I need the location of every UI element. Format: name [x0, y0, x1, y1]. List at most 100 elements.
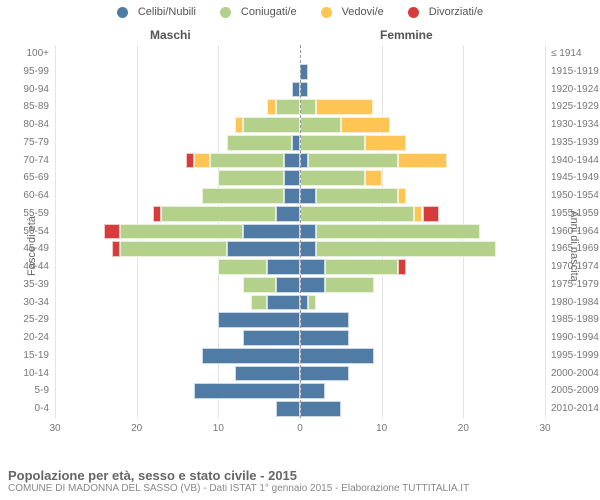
bar-male-d: [186, 153, 194, 169]
birth-label: 1955-1959: [545, 205, 600, 223]
x-tick: 10: [213, 423, 224, 434]
bar-male-s: [243, 224, 300, 240]
x-tick: 30: [49, 423, 60, 434]
bar-female-s: [300, 224, 316, 240]
birth-label: 1960-1964: [545, 223, 600, 241]
bar-male-s: [284, 188, 300, 204]
age-label: 85-89: [1, 98, 55, 116]
bar-female-c: [308, 153, 398, 169]
legend-label: Celibi/Nubili: [138, 6, 196, 18]
bar-male-c: [227, 135, 292, 151]
bar-female-w: [414, 206, 422, 222]
birth-label: 2005-2009: [545, 382, 600, 400]
age-label: 10-14: [1, 365, 55, 383]
age-label: 70-74: [1, 152, 55, 170]
bar-male-c: [218, 170, 283, 186]
footer-sub: COMUNE DI MADONNA DEL SASSO (VB) - Dati …: [8, 483, 469, 494]
bar-male-c: [243, 277, 276, 293]
x-tick: 10: [376, 423, 387, 434]
legend-dot: [321, 7, 332, 18]
bar-female-c: [300, 206, 414, 222]
bar-female-d: [423, 206, 439, 222]
age-label: 40-44: [1, 258, 55, 276]
birth-label: 1945-1949: [545, 169, 600, 187]
birth-label: 1915-1919: [545, 63, 600, 81]
bar-male-s: [292, 82, 300, 98]
birth-label: 2010-2014: [545, 400, 600, 418]
bar-male-d: [104, 224, 120, 240]
legend: Celibi/NubiliConiugati/eVedovi/eDivorzia…: [0, 6, 600, 21]
age-label: 65-69: [1, 169, 55, 187]
bar-female-c: [316, 224, 479, 240]
bar-male-c: [120, 241, 226, 257]
chart-footer: Popolazione per età, sesso e stato civil…: [8, 468, 469, 494]
bar-male-c: [161, 206, 275, 222]
legend-label: Vedovi/e: [342, 6, 384, 18]
bar-male-s: [194, 383, 300, 399]
age-label: 5-9: [1, 382, 55, 400]
bar-female-c: [316, 188, 398, 204]
bar-female-s: [300, 64, 308, 80]
bar-male-s: [243, 330, 300, 346]
bar-female-w: [316, 99, 373, 115]
bar-female-s: [300, 295, 308, 311]
age-label: 80-84: [1, 116, 55, 134]
birth-label: 1970-1974: [545, 258, 600, 276]
bar-male-s: [276, 277, 301, 293]
age-label: 25-29: [1, 311, 55, 329]
bar-male-d: [112, 241, 120, 257]
birth-label: 1950-1954: [545, 187, 600, 205]
bar-female-w: [365, 135, 406, 151]
x-tick: 20: [131, 423, 142, 434]
bar-female-w: [365, 170, 381, 186]
legend-dot: [220, 7, 231, 18]
age-label: 30-34: [1, 294, 55, 312]
age-label: 45-49: [1, 240, 55, 258]
bar-female-s: [300, 401, 341, 417]
legend-item: Coniugati/e: [214, 6, 303, 18]
bar-male-c: [120, 224, 243, 240]
bar-male-c: [243, 117, 300, 133]
bar-male-d: [153, 206, 161, 222]
bar-male-s: [202, 348, 300, 364]
birth-label: 1975-1979: [545, 276, 600, 294]
birth-label: ≤ 1914: [545, 45, 600, 63]
age-label: 55-59: [1, 205, 55, 223]
bar-female-c: [300, 99, 316, 115]
birth-label: 1925-1929: [545, 98, 600, 116]
birth-label: 1940-1944: [545, 152, 600, 170]
female-title: Femmine: [380, 28, 433, 42]
bar-female-s: [300, 153, 308, 169]
birth-label: 2000-2004: [545, 365, 600, 383]
bar-female-s: [300, 259, 325, 275]
bar-male-w: [194, 153, 210, 169]
bar-male-s: [267, 295, 300, 311]
population-pyramid-chart: Celibi/NubiliConiugati/eVedovi/eDivorzia…: [0, 0, 600, 500]
bar-female-c: [316, 241, 496, 257]
age-label: 20-24: [1, 329, 55, 347]
bar-male-s: [235, 366, 300, 382]
bar-male-s: [276, 401, 301, 417]
x-tick: 0: [297, 423, 303, 434]
birth-label: 1935-1939: [545, 134, 600, 152]
bar-female-c: [308, 295, 316, 311]
bar-male-w: [235, 117, 243, 133]
male-title: Maschi: [150, 28, 191, 42]
legend-dot: [408, 7, 419, 18]
bar-male-s: [276, 206, 301, 222]
plot-area: 3020100102030100+≤ 191495-991915-191990-…: [55, 45, 545, 440]
bar-male-s: [284, 170, 300, 186]
bar-male-c: [218, 259, 267, 275]
bar-female-w: [341, 117, 390, 133]
bar-male-c: [210, 153, 284, 169]
bar-female-c: [300, 135, 365, 151]
bar-male-s: [267, 259, 300, 275]
bar-male-c: [202, 188, 284, 204]
center-line: [300, 45, 301, 418]
bar-female-s: [300, 312, 349, 328]
bar-female-s: [300, 277, 325, 293]
x-tick: 20: [458, 423, 469, 434]
birth-label: 1920-1924: [545, 81, 600, 99]
bar-male-w: [267, 99, 275, 115]
age-label: 60-64: [1, 187, 55, 205]
